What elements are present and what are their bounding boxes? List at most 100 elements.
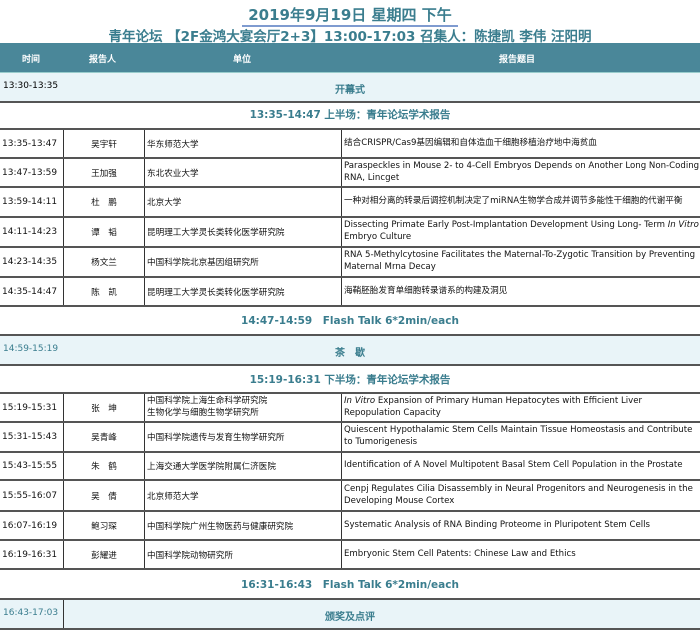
unit-cell: 昆明理工大学灵长类转化医学研究院 bbox=[144, 218, 341, 246]
page-subtitle: 青年论坛 【2F金鸿大宴会厅2+3】13:00-17:03 召集人：陈捷凯 李伟… bbox=[108, 29, 592, 45]
table-row: 15:43-15:55 朱 鹤 上海交通大学医学院附属仁济医院 Identifi… bbox=[0, 453, 700, 481]
unit-cell: 中国科学院上海生命科学研究院 生物化学与细胞生物学研究所 bbox=[144, 394, 341, 421]
topic-cell: Quiescent Hypothalamic Stem Cells Mainta… bbox=[341, 423, 700, 451]
table-row: 14:11-14:23 谭 韬 昆明理工大学灵长类转化医学研究院 Dissect… bbox=[0, 218, 700, 248]
topic-text: Quiescent Hypothalamic Stem Cells Mainta… bbox=[344, 425, 693, 447]
unit-cell: 中国科学院遗传与发育生物学研究所 bbox=[144, 423, 341, 451]
table-row: 13:47-13:59 王加强 东北农业大学 Paraspeckles in M… bbox=[0, 159, 700, 188]
topic-cell: RNA 5-Methylcytosine Facilitates the Mat… bbox=[341, 248, 700, 276]
topic-text: Cenpj Regulates Cilia Disassembly in Neu… bbox=[344, 483, 693, 506]
opening-time: 13:30-13:35 bbox=[3, 81, 59, 91]
break-label: 茶 歇 bbox=[335, 348, 365, 359]
topic-cell: Dissecting Primate Early Post-Implantati… bbox=[341, 218, 700, 246]
topic-text: RNA 5-Methylcytosine Facilitates the Mat… bbox=[344, 250, 696, 272]
topic-cell: Embryonic Stem Cell Patents: Chinese Law… bbox=[341, 541, 700, 568]
topic-cell: Paraspeckles in Mouse 2- to 4-Cell Embry… bbox=[341, 159, 700, 186]
topic-part: Dissecting Primate Early Post-Implantati… bbox=[344, 220, 668, 231]
time-cell: 13:47-13:59 bbox=[2, 167, 58, 178]
time-cell: 13:59-14:11 bbox=[2, 197, 58, 207]
speaker-cell: 谭 韬 bbox=[63, 218, 144, 246]
speaker-cell: 吴 倩 bbox=[63, 481, 144, 510]
header-time: 时间 bbox=[22, 55, 41, 65]
break-time: 14:59-15:19 bbox=[3, 344, 59, 354]
session1-title: 13:35-14:47 上半场：青年论坛学术报告 bbox=[249, 109, 451, 121]
table-header: 时间 报告人 单位 报告题目 bbox=[0, 43, 700, 73]
topic-text: Paraspeckles in Mouse 2- to 4-Cell Embry… bbox=[344, 160, 700, 183]
divider bbox=[0, 392, 700, 394]
unit-cell: 上海交通大学医学院附属仁济医院 bbox=[144, 453, 341, 479]
unit-cell: 中国科学院北京基因组研究所 bbox=[144, 248, 341, 276]
table-row: 15:19-15:31 张 坤 中国科学院上海生命科学研究院 生物化学与细胞生物学… bbox=[0, 394, 700, 423]
unit-cell: 昆明理工大学灵长类转化医学研究院 bbox=[144, 278, 341, 305]
unit-text: 中国科学院遗传与发育生物学研究所 bbox=[147, 433, 285, 443]
flash-talk-1: 14:47-14:59 Flash Talk 6*2min/each bbox=[241, 315, 459, 327]
date-title: 2019年9月19日 星期四 下午 bbox=[242, 6, 458, 27]
topic-part: Expansion of Primary Human Hepatocytes w… bbox=[344, 395, 643, 418]
unit-text: 上海交通大学医学院附属仁济医院 bbox=[147, 462, 276, 472]
time-cell: 16:07-16:19 bbox=[2, 520, 58, 531]
topic-cell: 一种对相分离的转录后调控机制决定了miRNA生物学合成并调节多能性干细胞的代谢平… bbox=[341, 188, 700, 216]
unit-cell: 中国科学院动物研究所 bbox=[144, 541, 341, 568]
time-cell: 15:55-16:07 bbox=[2, 490, 58, 501]
speaker-cell: 王加强 bbox=[63, 159, 144, 186]
topic-text: Systematic Analysis of RNA Binding Prote… bbox=[344, 519, 651, 530]
topic-cell: Systematic Analysis of RNA Binding Prote… bbox=[341, 512, 700, 539]
unit-cell: 华东师范大学 bbox=[144, 130, 341, 157]
header-topic: 报告题目 bbox=[499, 55, 536, 65]
topic-text: Dissecting Primate Early Post-Implantati… bbox=[344, 220, 700, 243]
topic-text: In Vitro Expansion of Primary Human Hepa… bbox=[344, 396, 700, 419]
closing-label: 颁奖及点评 bbox=[325, 612, 375, 623]
speaker-cell: 朱 鹤 bbox=[63, 453, 144, 479]
header-unit: 单位 bbox=[233, 55, 252, 65]
topic-part: Embryo Culture bbox=[344, 232, 412, 242]
unit-text: 昆明理工大学灵长类转化医学研究院 bbox=[147, 287, 285, 298]
page-title: 2019年9月19日 星期四 下午 bbox=[0, 4, 700, 27]
table-row: 14:35-14:47 陈 凯 昆明理工大学灵长类转化医学研究院 海鞘胚胎发育单… bbox=[0, 278, 700, 307]
divider bbox=[0, 128, 700, 130]
time-cell: 15:31-15:43 bbox=[2, 432, 58, 442]
speaker-cell: 彭耀进 bbox=[63, 541, 144, 568]
topic-italic: In Vitro bbox=[344, 395, 376, 406]
unit-lines: 中国科学院上海生命科学研究院 生物化学与细胞生物学研究所 bbox=[147, 396, 267, 419]
topic-text: 一种对相分离的转录后调控机制决定了miRNA生物学合成并调节多能性干细胞的代谢平… bbox=[344, 196, 683, 207]
break-row: 14:59-15:19 茶 歇 bbox=[0, 334, 700, 366]
table-row: 13:35-13:47 吴宇轩 华东师范大学 结合CRISPR/Cas9基因编辑… bbox=[0, 130, 700, 159]
unit-cell: 北京大学 bbox=[144, 188, 341, 216]
speaker-cell: 吴青峰 bbox=[63, 423, 144, 451]
topic-cell: In Vitro Expansion of Primary Human Hepa… bbox=[341, 394, 700, 421]
opening-row: 13:30-13:35 开幕式 bbox=[0, 73, 700, 103]
topic-text: 海鞘胚胎发育单细胞转录谱系的构建及洞见 bbox=[344, 285, 508, 296]
topic-text: 结合CRISPR/Cas9基因编辑和自体造血干细胞移植治疗地中海贫血 bbox=[344, 137, 597, 148]
table-row: 15:55-16:07 吴 倩 北京师范大学 Cenpj Regulates C… bbox=[0, 481, 700, 512]
unit-text: 中国科学院动物研究所 bbox=[147, 550, 233, 561]
unit-text: 昆明理工大学灵长类转化医学研究院 bbox=[147, 228, 285, 238]
time-cell: 15:19-15:31 bbox=[2, 402, 58, 413]
topic-cell: 海鞘胚胎发育单细胞转录谱系的构建及洞见 bbox=[341, 278, 700, 305]
topic-italic: In Vitro bbox=[667, 220, 699, 231]
unit-cell: 中国科学院广州生物医药与健康研究院 bbox=[144, 512, 341, 539]
table-row: 16:07-16:19 鲍习琛 中国科学院广州生物医药与健康研究院 System… bbox=[0, 512, 700, 541]
topic-text: Identification of A Novel Multipotent Ba… bbox=[344, 460, 683, 471]
divider bbox=[63, 600, 64, 628]
flash-talk-2: 16:31-16:43 Flash Talk 6*2min/each bbox=[241, 579, 459, 591]
unit-text: 东北农业大学 bbox=[147, 168, 199, 179]
unit-cell: 北京师范大学 bbox=[144, 481, 341, 510]
time-cell: 15:43-15:55 bbox=[2, 461, 58, 471]
time-cell: 16:19-16:31 bbox=[2, 549, 58, 560]
topic-cell: Cenpj Regulates Cilia Disassembly in Neu… bbox=[341, 481, 700, 510]
unit-text: 北京师范大学 bbox=[147, 491, 199, 502]
opening-label: 开幕式 bbox=[335, 85, 365, 96]
topic-cell: Identification of A Novel Multipotent Ba… bbox=[341, 453, 700, 479]
speaker-cell: 杨文兰 bbox=[63, 248, 144, 276]
time-cell: 14:11-14:23 bbox=[2, 227, 58, 237]
time-cell: 14:23-14:35 bbox=[2, 257, 58, 267]
topic-text: Embryonic Stem Cell Patents: Chinese Law… bbox=[344, 548, 576, 559]
speaker-cell: 张 坤 bbox=[63, 394, 144, 421]
session2-title: 15:19-16:31 下半场：青年论坛学术报告 bbox=[249, 374, 451, 386]
table-row: 15:31-15:43 吴青峰 中国科学院遗传与发育生物学研究所 Quiesce… bbox=[0, 423, 700, 453]
unit-text-2: 生物化学与细胞生物学研究所 bbox=[147, 407, 259, 418]
unit-text: 中国科学院上海生命科学研究院 bbox=[147, 395, 268, 406]
unit-text: 中国科学院广州生物医药与健康研究院 bbox=[147, 521, 294, 532]
unit-text: 华东师范大学 bbox=[147, 139, 199, 150]
